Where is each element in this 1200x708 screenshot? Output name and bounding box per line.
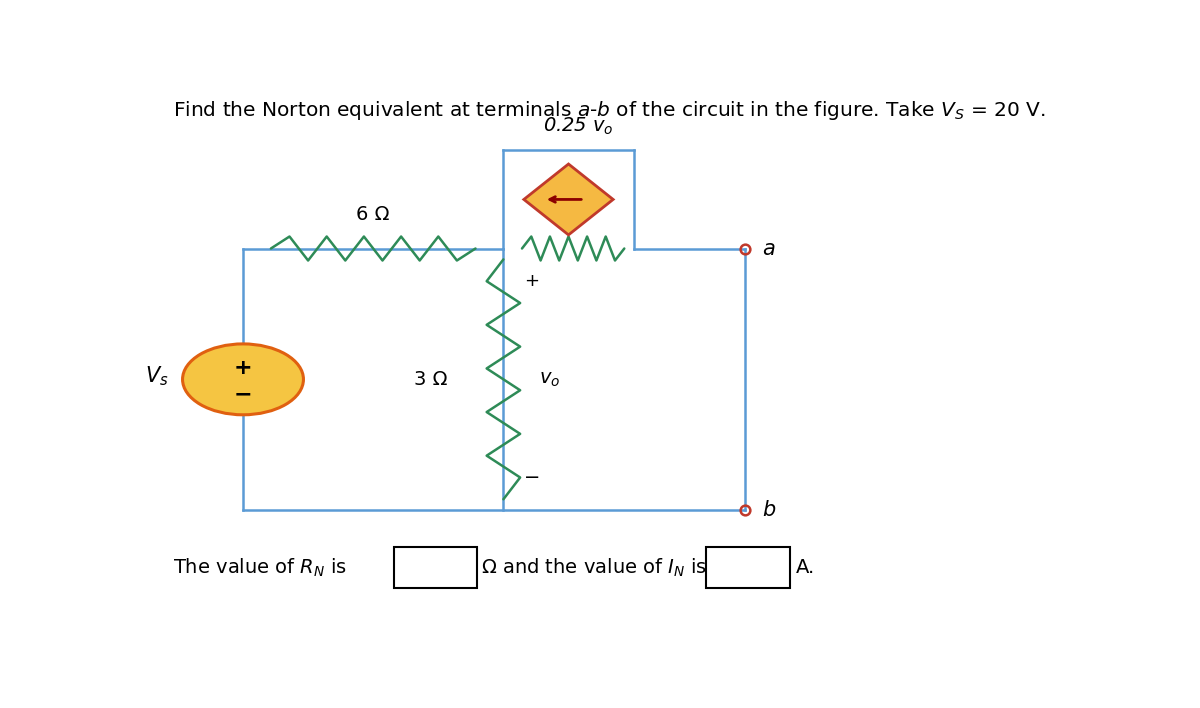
Text: 0.25 $v_o$: 0.25 $v_o$: [542, 115, 613, 137]
Text: +: +: [234, 358, 252, 379]
Text: 3 Ω: 3 Ω: [414, 370, 448, 389]
Text: $v_o$: $v_o$: [539, 370, 560, 389]
Text: $V_s$: $V_s$: [145, 365, 168, 389]
Text: −: −: [234, 384, 252, 404]
Circle shape: [182, 344, 304, 415]
Text: −: −: [524, 468, 540, 487]
Polygon shape: [524, 164, 613, 235]
Text: Ω and the value of $I_N$ is: Ω and the value of $I_N$ is: [481, 556, 707, 578]
Text: Find the Norton equivalent at terminals $\mathit{a}$-$\mathit{b}$ of the circuit: Find the Norton equivalent at terminals …: [173, 98, 1046, 122]
Text: $b$: $b$: [762, 500, 776, 520]
Text: A.: A.: [796, 558, 815, 577]
Text: +: +: [524, 272, 539, 290]
FancyBboxPatch shape: [706, 547, 790, 588]
FancyBboxPatch shape: [394, 547, 478, 588]
Text: 2 Ω: 2 Ω: [557, 205, 590, 224]
Text: 6 Ω: 6 Ω: [356, 205, 390, 224]
Text: The value of $R_N$ is: The value of $R_N$ is: [173, 556, 347, 578]
Text: $a$: $a$: [762, 239, 775, 258]
